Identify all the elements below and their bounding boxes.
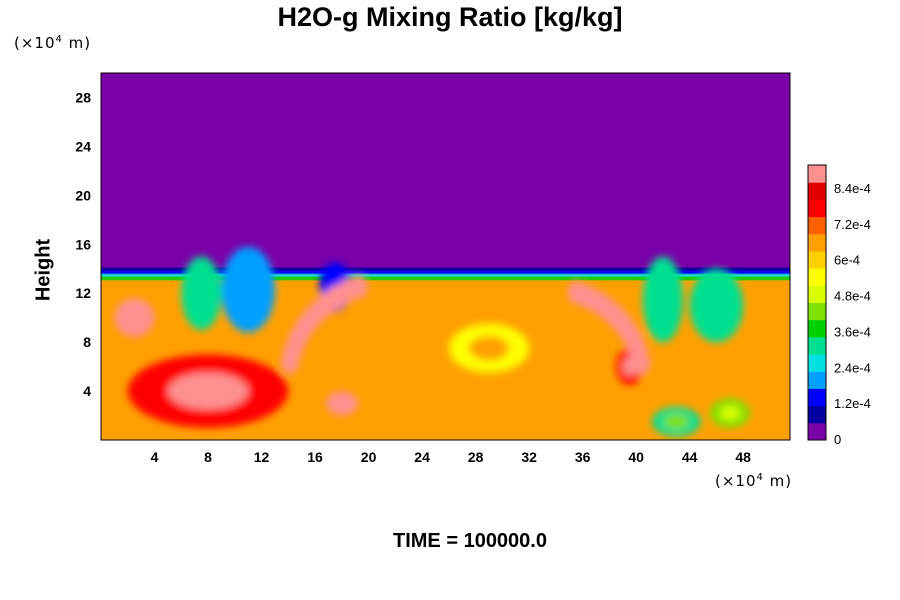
- colorbar-tick-label: 0: [834, 432, 841, 447]
- colorbar-segment: [808, 182, 826, 200]
- colorbar-segment: [808, 336, 826, 355]
- y-tick-label: 8: [83, 334, 91, 350]
- y-unit-suffix: m): [62, 34, 92, 52]
- x-unit-suffix: m): [763, 472, 793, 490]
- colorbar-segment: [808, 354, 826, 372]
- plot-frame: [100, 72, 791, 441]
- chart-title: H2O-g Mixing Ratio [kg/kg]: [277, 2, 623, 32]
- colorbar-segment: [808, 302, 826, 321]
- x-tick-label: 44: [682, 449, 698, 465]
- field-blob-core: [333, 397, 350, 410]
- field-plume: [181, 256, 222, 330]
- colorbar-tick-label: 8.4e-4: [834, 181, 871, 196]
- colorbar-segment: [808, 319, 826, 338]
- x-unit-exponent: 4: [756, 472, 764, 483]
- time-label: TIME = 100000.0: [393, 530, 547, 552]
- colorbar-tick-label: 1.2e-4: [834, 396, 871, 411]
- colorbar-segment: [808, 165, 826, 183]
- y-tick-label: 20: [75, 187, 91, 203]
- cloud-arc-cell: [567, 280, 586, 305]
- transition-band: [101, 276, 790, 281]
- x-tick-label: 20: [361, 449, 377, 465]
- y-tick-label: 12: [75, 285, 91, 301]
- field-blob-core: [664, 414, 689, 429]
- x-tick-label: 16: [307, 449, 323, 465]
- colorbar-segment: [808, 388, 826, 407]
- colorbar-tick-label: 4.8e-4: [834, 289, 871, 304]
- colorbar-frame: [807, 164, 827, 441]
- x-tick-label: 48: [735, 449, 751, 465]
- x-unit-prefix: (×10: [715, 472, 757, 490]
- y-tick-label: 4: [83, 383, 91, 399]
- y-tick-label: 16: [75, 236, 91, 252]
- field-plume: [689, 268, 744, 343]
- y-tick-label: 24: [75, 138, 91, 154]
- colorbar-segment: [808, 268, 826, 286]
- cloud-arc-cell: [280, 349, 299, 374]
- colorbar-segment: [808, 422, 826, 441]
- field-features: [114, 246, 750, 437]
- transition-band: [101, 270, 790, 275]
- field-blob-core: [167, 372, 249, 410]
- field-plume: [642, 256, 683, 343]
- x-tick-label: 8: [204, 449, 212, 465]
- colorbar-tick-label: 6e-4: [834, 253, 860, 268]
- x-tick-label: 28: [468, 449, 484, 465]
- colorbar-segment: [808, 285, 826, 303]
- x-tick-label: 32: [521, 449, 537, 465]
- colorbar-segment: [808, 216, 826, 235]
- colorbar-segment: [808, 371, 826, 389]
- transition-band: [101, 273, 790, 278]
- x-tick-label: 4: [151, 449, 159, 465]
- field-blob-core: [468, 336, 510, 361]
- colorbar-segment: [808, 250, 826, 269]
- y-unit-prefix: (×10: [14, 34, 56, 52]
- y-unit-exponent: 4: [55, 34, 63, 45]
- y-tick-label: 28: [75, 89, 91, 105]
- field-plume: [221, 246, 275, 333]
- x-tick-label: 40: [628, 449, 644, 465]
- x-tick-label: 12: [254, 449, 270, 465]
- y-axis-unit: (×104 m): [14, 34, 91, 52]
- transition-band: [101, 267, 790, 272]
- x-tick-label: 24: [414, 449, 430, 465]
- field-blob-core: [719, 405, 740, 421]
- x-tick-label: 36: [575, 449, 591, 465]
- colorbar-tick-label: 7.2e-4: [834, 217, 871, 232]
- x-axis-unit: (×104 m): [715, 472, 792, 490]
- colorbar-segment: [808, 405, 826, 424]
- heatmap-field: [101, 73, 790, 440]
- colorbar-tick-label: 3.6e-4: [834, 324, 871, 339]
- field-blob-core: [124, 307, 145, 328]
- colorbar-tick-label: 2.4e-4: [834, 360, 871, 375]
- colorbar-segment: [808, 233, 826, 252]
- colorbar-segment: [808, 199, 826, 218]
